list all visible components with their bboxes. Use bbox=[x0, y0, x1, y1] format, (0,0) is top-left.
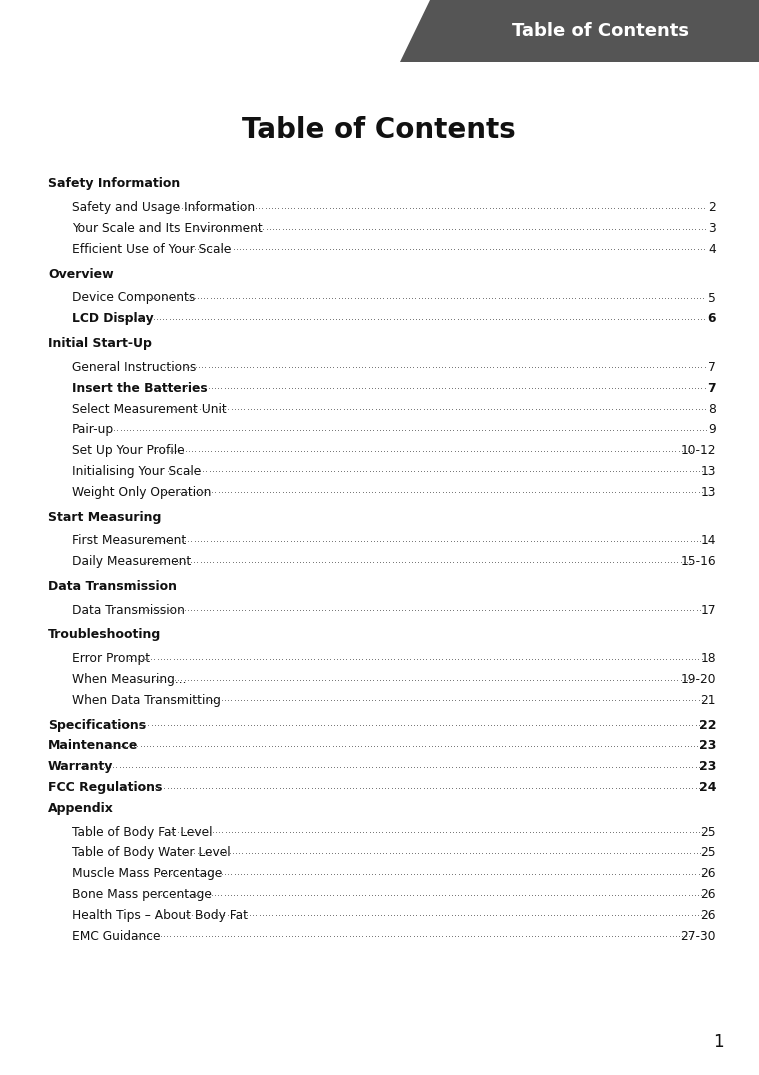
Text: Appendix: Appendix bbox=[48, 802, 114, 815]
Text: Set Up Your Profile: Set Up Your Profile bbox=[72, 444, 184, 457]
Text: 7: 7 bbox=[708, 361, 716, 374]
Text: 7: 7 bbox=[707, 382, 716, 395]
Text: Muscle Mass Percentage: Muscle Mass Percentage bbox=[72, 868, 222, 880]
Text: Device Components: Device Components bbox=[72, 291, 195, 304]
Text: EMC Guidance: EMC Guidance bbox=[72, 930, 160, 943]
Text: Overview: Overview bbox=[48, 268, 114, 281]
Text: First Measurement: First Measurement bbox=[72, 534, 186, 547]
Text: Safety Information: Safety Information bbox=[48, 177, 180, 190]
Text: 24: 24 bbox=[698, 782, 716, 794]
Text: Table of Contents: Table of Contents bbox=[242, 116, 516, 144]
Text: Safety and Usage Information: Safety and Usage Information bbox=[72, 201, 255, 214]
Text: Select Measurement Unit: Select Measurement Unit bbox=[72, 402, 227, 416]
Text: 10-12: 10-12 bbox=[681, 444, 716, 457]
Text: Start Measuring: Start Measuring bbox=[48, 511, 162, 524]
Text: 21: 21 bbox=[701, 693, 716, 707]
Text: 6: 6 bbox=[707, 313, 716, 326]
Text: 17: 17 bbox=[701, 604, 716, 617]
Text: Table of Contents: Table of Contents bbox=[512, 22, 688, 40]
Text: Error Prompt: Error Prompt bbox=[72, 653, 150, 665]
Polygon shape bbox=[400, 0, 759, 62]
Text: 2: 2 bbox=[708, 201, 716, 214]
Text: 13: 13 bbox=[701, 486, 716, 499]
Text: 15-16: 15-16 bbox=[680, 555, 716, 568]
Text: Health Tips – About Body Fat: Health Tips – About Body Fat bbox=[72, 908, 248, 922]
Text: Pair-up: Pair-up bbox=[72, 424, 114, 436]
Text: 9: 9 bbox=[708, 424, 716, 436]
Text: 8: 8 bbox=[708, 402, 716, 416]
Text: 26: 26 bbox=[701, 908, 716, 922]
Text: 26: 26 bbox=[701, 868, 716, 880]
Text: 26: 26 bbox=[701, 888, 716, 901]
Text: Initial Start-Up: Initial Start-Up bbox=[48, 338, 152, 350]
Text: 13: 13 bbox=[701, 464, 716, 478]
Text: 25: 25 bbox=[701, 846, 716, 860]
Text: Data Transmission: Data Transmission bbox=[72, 604, 185, 617]
Text: 25: 25 bbox=[701, 826, 716, 838]
Text: When Measuring...: When Measuring... bbox=[72, 673, 187, 686]
Text: 14: 14 bbox=[701, 534, 716, 547]
Text: 1: 1 bbox=[713, 1033, 723, 1051]
Text: Table of Body Water Level: Table of Body Water Level bbox=[72, 846, 231, 860]
Text: 5: 5 bbox=[708, 291, 716, 304]
Text: FCC Regulations: FCC Regulations bbox=[48, 782, 162, 794]
Text: Insert the Batteries: Insert the Batteries bbox=[72, 382, 208, 395]
Text: 4: 4 bbox=[708, 243, 716, 256]
Text: Daily Measurement: Daily Measurement bbox=[72, 555, 191, 568]
Text: 23: 23 bbox=[698, 740, 716, 752]
Text: Bone Mass percentage: Bone Mass percentage bbox=[72, 888, 212, 901]
Text: Maintenance: Maintenance bbox=[48, 740, 138, 752]
Text: Warranty: Warranty bbox=[48, 760, 113, 773]
Text: Efficient Use of Your Scale: Efficient Use of Your Scale bbox=[72, 243, 231, 256]
Text: 3: 3 bbox=[708, 223, 716, 235]
Text: 18: 18 bbox=[701, 653, 716, 665]
Text: 22: 22 bbox=[698, 719, 716, 732]
Text: Table of Body Fat Level: Table of Body Fat Level bbox=[72, 826, 213, 838]
Text: Troubleshooting: Troubleshooting bbox=[48, 629, 161, 642]
Text: Weight Only Operation: Weight Only Operation bbox=[72, 486, 211, 499]
Text: Initialising Your Scale: Initialising Your Scale bbox=[72, 464, 201, 478]
Text: 27-30: 27-30 bbox=[681, 930, 716, 943]
Text: 23: 23 bbox=[698, 760, 716, 773]
Text: General Instructions: General Instructions bbox=[72, 361, 197, 374]
Text: Data Transmission: Data Transmission bbox=[48, 579, 177, 593]
Text: LCD Display: LCD Display bbox=[72, 313, 153, 326]
Text: Specifications: Specifications bbox=[48, 719, 146, 732]
Text: 19-20: 19-20 bbox=[681, 673, 716, 686]
Text: Your Scale and Its Environment: Your Scale and Its Environment bbox=[72, 223, 263, 235]
Text: When Data Transmitting: When Data Transmitting bbox=[72, 693, 221, 707]
